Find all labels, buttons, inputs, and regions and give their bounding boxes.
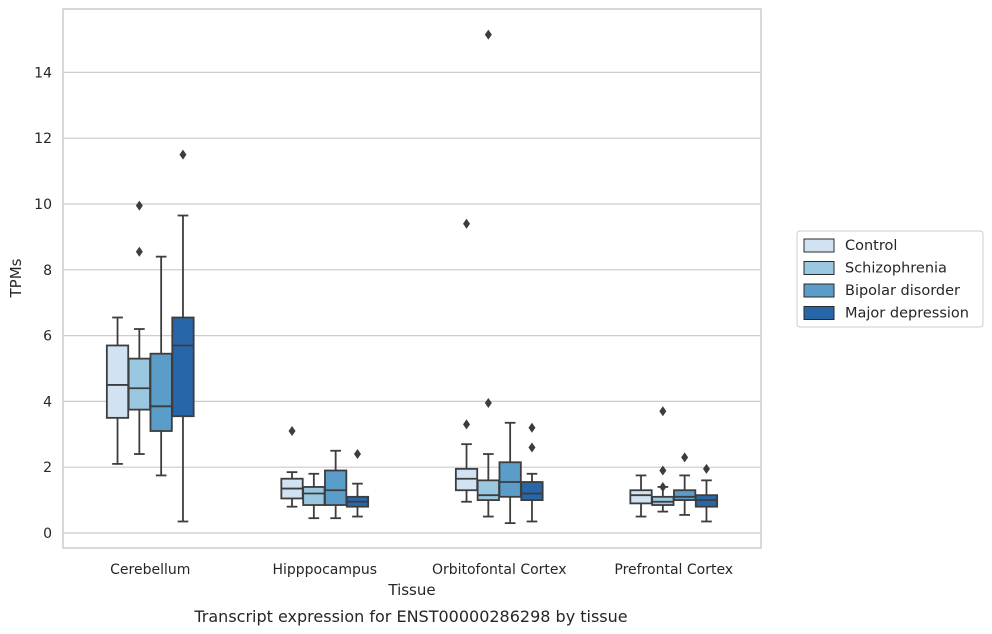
box-body <box>171 316 195 418</box>
outlier-point <box>463 419 471 430</box>
x-axis-title: Tissue <box>387 581 435 599</box>
box-body <box>476 479 500 501</box>
outlier-point <box>528 422 536 433</box>
outlier-point <box>659 481 667 492</box>
box-plot <box>520 422 544 523</box>
box-plot <box>454 218 479 503</box>
outlier-point <box>353 449 361 460</box>
box-plot <box>127 200 151 455</box>
box-plots <box>105 29 719 525</box>
box-plot <box>280 426 304 508</box>
box-plot <box>171 149 195 523</box>
legend-frame <box>796 230 984 328</box>
y-tick-label: 6 <box>43 329 52 345</box>
x-tick-label: Prefrontal Cortex <box>614 562 733 578</box>
box-plot <box>345 449 370 518</box>
box-body <box>127 357 151 411</box>
legend-swatch <box>803 238 835 253</box>
outlier-point <box>135 200 143 211</box>
outlier-point <box>702 463 710 474</box>
legend-label: Major depression <box>845 306 969 322</box>
box-plot <box>324 449 348 520</box>
box-body <box>302 486 326 506</box>
legend-swatch <box>803 261 835 275</box>
box-plot <box>694 463 719 523</box>
chart-caption: Transcript expression for ENST0000028629… <box>193 607 627 626</box>
outlier-point <box>463 218 471 229</box>
plot-area-frame <box>62 8 762 549</box>
y-axis-title: TPMs <box>7 258 25 298</box>
box-plot <box>673 452 697 516</box>
box-body <box>324 469 348 506</box>
y-tick-label: 2 <box>43 460 52 476</box>
y-tick-label: 0 <box>43 526 52 542</box>
outlier-point <box>659 406 667 417</box>
box-body <box>520 481 544 502</box>
y-tick-label: 8 <box>43 263 52 279</box>
y-tick-label: 14 <box>34 65 52 81</box>
y-tick-labels: 0 2 4 6 8 10 12 14 <box>34 65 52 542</box>
grid-lines <box>63 71 761 534</box>
x-tick-label: Hipppocampus <box>272 562 377 578</box>
box-plot <box>302 472 326 520</box>
legend-label: Control <box>845 238 897 254</box>
outlier-point <box>135 246 143 257</box>
legend-swatch <box>803 306 835 320</box>
box-plot <box>651 406 675 513</box>
box-plot <box>629 474 653 518</box>
outlier-point <box>288 426 296 437</box>
x-tick-labels: Cerebellum Hipppocampus Orbitofontal Corte… <box>110 562 733 578</box>
legend: Control Schizophrenia Bipolar disorder Majo… <box>796 230 984 328</box>
y-tick-label: 12 <box>34 131 52 147</box>
outlier-point <box>528 442 536 453</box>
y-tick-label: 10 <box>34 197 52 213</box>
legend-label: Schizophrenia <box>845 261 947 277</box>
box-body <box>105 344 130 419</box>
outlier-point <box>484 29 492 40</box>
x-tick-label: Orbitofontal Cortex <box>432 562 567 578</box>
outlier-point <box>659 465 667 476</box>
x-tick-label: Cerebellum <box>110 562 190 578</box>
box-body <box>149 352 173 432</box>
box-body <box>673 489 697 502</box>
box-plot <box>476 29 500 518</box>
legend-label: Bipolar disorder <box>845 283 960 299</box>
box-plot <box>498 421 522 525</box>
box-plot <box>149 255 173 477</box>
legend-swatch <box>803 283 835 298</box>
y-tick-label: 4 <box>43 394 52 410</box>
outlier-point <box>681 452 689 463</box>
outlier-point <box>179 149 187 160</box>
box-body <box>629 489 653 505</box>
box-plot <box>105 316 130 465</box>
outlier-point <box>484 398 492 409</box>
box-body <box>498 461 522 498</box>
